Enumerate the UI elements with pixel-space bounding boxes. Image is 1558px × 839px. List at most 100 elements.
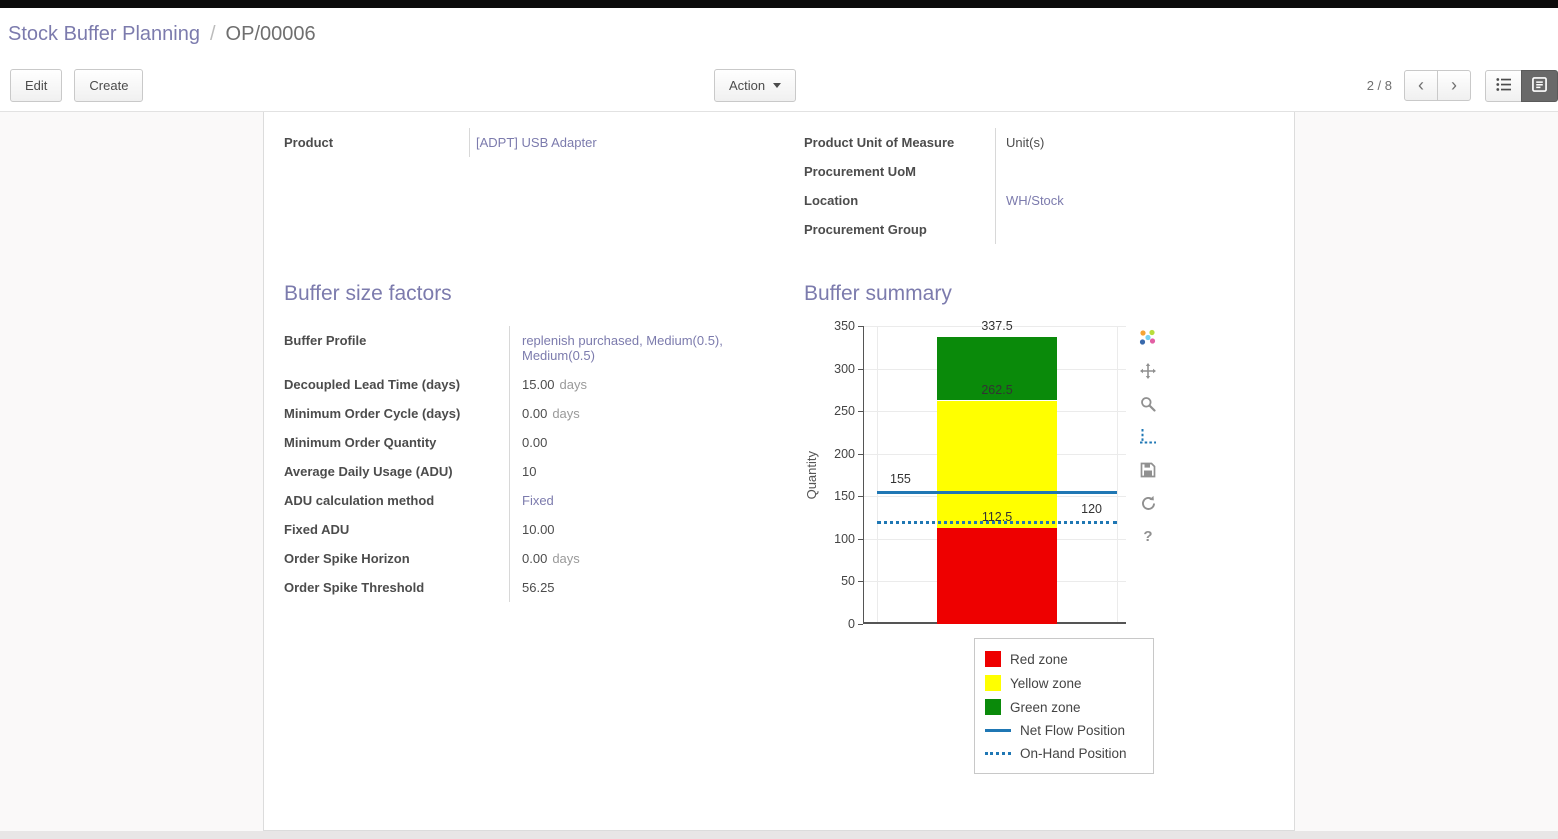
buffer-profile-value-link[interactable]: replenish purchased, Medium(0.5), Medium… — [522, 333, 723, 363]
legend-item[interactable]: Red zone — [985, 647, 1143, 671]
page-bottom-strip — [0, 831, 1558, 839]
procurement-uom-value — [996, 157, 1064, 186]
form-sheet: Product [ADPT] USB Adapter Product Unit … — [263, 112, 1295, 831]
pager-next-button[interactable]: › — [1437, 70, 1471, 101]
location-value-link[interactable]: WH/Stock — [1006, 193, 1064, 208]
chevron-left-icon: ‹ — [1418, 75, 1424, 95]
plot-area[interactable]: 337.5 262.5 112.5 155 120 — [863, 319, 1126, 624]
zoom-icon[interactable] — [1138, 394, 1158, 414]
field-row-product-uom: Product Unit of Measure Unit(s) — [804, 128, 1064, 157]
on-hand-position-label: 120 — [1081, 501, 1102, 516]
field-row-buffer-profile: Buffer Profile replenish purchased, Medi… — [284, 326, 792, 370]
location-label: Location — [804, 186, 996, 215]
y-tick-label: 250 — [834, 404, 855, 419]
y-tick-label: 100 — [834, 531, 855, 546]
top-menu-bar — [0, 0, 1558, 8]
view-body: Product [ADPT] USB Adapter Product Unit … — [0, 112, 1558, 831]
help-icon[interactable]: ? — [1143, 527, 1153, 545]
plotly-logo-icon[interactable] — [1138, 328, 1158, 348]
moq-value: 0.00 — [522, 435, 548, 450]
chart-modebar: ? — [1138, 326, 1158, 624]
procurement-group-label: Procurement Group — [804, 215, 996, 244]
buffer-summary-title: Buffer summary — [804, 282, 952, 305]
spike-threshold-value: 56.25 — [522, 580, 555, 595]
legend-item[interactable]: Net Flow Position — [985, 719, 1143, 742]
breadcrumb-parent-link[interactable]: Stock Buffer Planning — [8, 22, 200, 45]
order-cycle-label: Minimum Order Cycle (days) — [284, 399, 510, 428]
action-dropdown-button[interactable]: Action — [714, 69, 797, 102]
y-tick-mark — [858, 624, 863, 625]
yellow-zone-bar — [937, 400, 1057, 529]
fixed-adu-label: Fixed ADU — [284, 515, 510, 544]
product-value-link[interactable]: [ADPT] USB Adapter — [476, 135, 597, 150]
adu-method-label: ADU calculation method — [284, 486, 510, 515]
field-row-order-cycle: Minimum Order Cycle (days) 0.00 days — [284, 399, 792, 428]
list-view-button[interactable] — [1485, 69, 1522, 102]
adu-method-value-link[interactable]: Fixed — [522, 493, 554, 508]
chart-legend: Red zone Yellow zone Green zone Net Flow Po… — [974, 638, 1154, 774]
buffer-chart: Quantity 0 50 100 150 200 250 300 350 337.5 262.… — [804, 319, 1274, 774]
chevron-right-icon: › — [1451, 75, 1457, 95]
procurement-group-value — [996, 215, 1064, 244]
field-row-spike-horizon: Order Spike Horizon 0.00 days — [284, 544, 792, 573]
zone-annotation: 337.5 — [981, 318, 1013, 333]
field-row-adu-method: ADU calculation method Fixed — [284, 486, 792, 515]
legend-swatch — [985, 752, 1011, 755]
moq-label: Minimum Order Quantity — [284, 428, 510, 457]
y-tick-label: 150 — [834, 489, 855, 504]
net-flow-position-line — [877, 491, 1117, 495]
legend-swatch — [985, 729, 1011, 732]
legend-item[interactable]: On-Hand Position — [985, 742, 1143, 765]
legend-item[interactable]: Green zone — [985, 695, 1143, 719]
caret-down-icon — [773, 83, 782, 88]
breadcrumb-current: OP/00006 — [225, 22, 316, 45]
y-tick-mark — [858, 326, 863, 327]
field-row-adu: Average Daily Usage (ADU) 10 — [284, 457, 792, 486]
record-buttons: Edit Create — [10, 69, 144, 102]
control-panel: Edit Create Action 2 / 8 ‹ › — [0, 60, 1558, 112]
pan-icon[interactable] — [1138, 361, 1158, 381]
y-tick-mark — [858, 538, 863, 540]
y-tick-mark — [858, 453, 863, 455]
y-tick-mark — [858, 581, 863, 583]
legend-swatch — [985, 675, 1001, 691]
field-row-procurement-uom: Procurement UoM — [804, 157, 1064, 186]
legend-label: On-Hand Position — [1020, 746, 1127, 761]
v-gridline — [1117, 326, 1118, 622]
fixed-adu-value: 10.00 — [522, 522, 555, 537]
action-label: Action — [729, 78, 766, 93]
field-row-dlt: Decoupled Lead Time (days) 15.00 days — [284, 370, 792, 399]
view-switcher — [1485, 69, 1558, 102]
v-gridline — [877, 326, 878, 622]
pager-and-switcher: 2 / 8 ‹ › — [1367, 69, 1558, 102]
pager-previous-button[interactable]: ‹ — [1404, 70, 1438, 101]
header-fields: Product [ADPT] USB Adapter Product Unit … — [284, 128, 1274, 244]
red-zone-bar — [937, 528, 1057, 624]
save-image-icon[interactable] — [1138, 460, 1158, 480]
y-tick-label: 200 — [834, 446, 855, 461]
field-row-location: Location WH/Stock — [804, 186, 1064, 215]
breadcrumb: Stock Buffer Planning / OP/00006 — [0, 8, 1558, 60]
y-tick-label: 350 — [834, 319, 855, 333]
spikelines-icon[interactable] — [1138, 427, 1158, 447]
create-button[interactable]: Create — [74, 69, 144, 102]
legend-label: Net Flow Position — [1020, 723, 1126, 738]
field-row-spike-threshold: Order Spike Threshold 56.25 — [284, 573, 792, 602]
dlt-label: Decoupled Lead Time (days) — [284, 370, 510, 399]
reset-axes-icon[interactable] — [1138, 493, 1158, 513]
legend-item[interactable]: Yellow zone — [985, 671, 1143, 695]
order-cycle-value: 0.00 — [522, 406, 548, 421]
order-cycle-unit: days — [552, 406, 580, 421]
dlt-unit: days — [559, 377, 588, 392]
form-view-button[interactable] — [1521, 69, 1558, 102]
dlt-value: 15.00 — [522, 377, 555, 392]
buffer-sections: Buffer size factors Buffer Profile reple… — [284, 282, 1274, 774]
procurement-uom-label: Procurement UoM — [804, 157, 996, 186]
y-axis-title: Quantity — [804, 450, 819, 500]
adu-value: 10 — [522, 464, 537, 479]
zone-annotation: 112.5 — [981, 510, 1013, 525]
spike-horizon-unit: days — [552, 551, 580, 566]
y-tick-label: 50 — [841, 574, 855, 589]
edit-button[interactable]: Edit — [10, 69, 63, 102]
buffer-profile-label: Buffer Profile — [284, 326, 510, 370]
